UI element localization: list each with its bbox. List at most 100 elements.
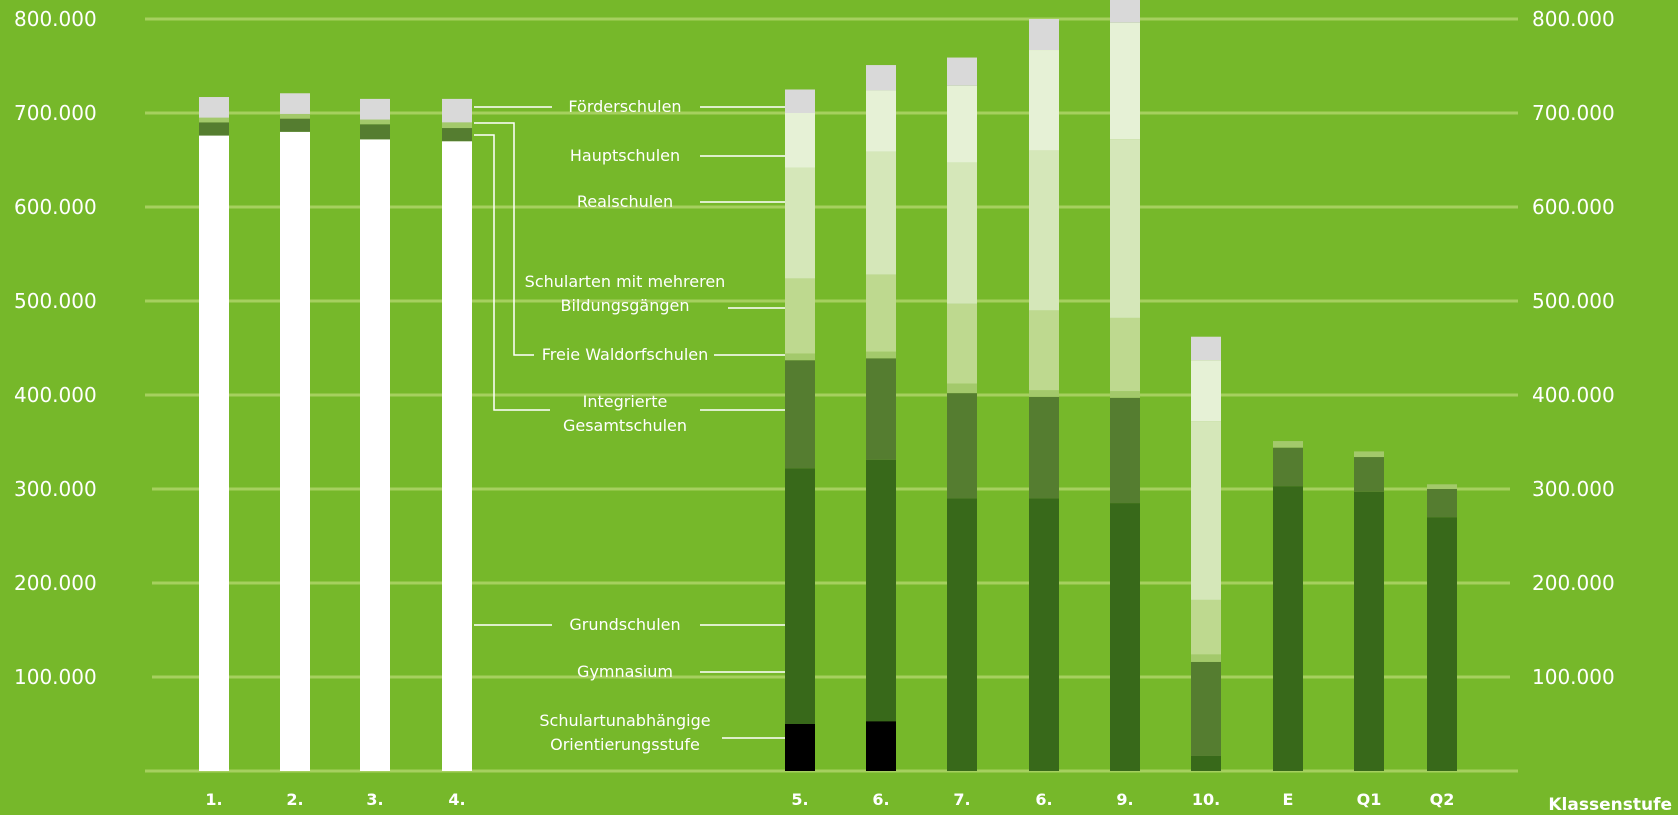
bar-segment	[442, 141, 472, 771]
x-tick-label: 2.	[286, 790, 303, 809]
bar-segment	[442, 128, 472, 142]
y-tick-label-left: 400.000	[14, 383, 97, 407]
x-tick-label: 10.	[1192, 790, 1220, 809]
bar-segment	[1191, 661, 1221, 756]
bar-segment	[785, 167, 815, 279]
y-tick-label-right: 800.000	[1532, 7, 1615, 31]
x-tick-label: 3.	[366, 790, 383, 809]
bar-segment	[1110, 397, 1140, 504]
bar-segment	[280, 93, 310, 114]
x-tick-label: 7.	[953, 790, 970, 809]
bar-segment	[1427, 517, 1457, 771]
leader-waldorf-left	[474, 122, 534, 356]
bar-stack	[360, 98, 390, 771]
bar-segment	[1273, 486, 1303, 771]
grid-lines	[145, 17, 1518, 773]
bar-segment	[442, 122, 472, 129]
bar-stack	[1029, 19, 1059, 771]
bar-segment	[1191, 421, 1221, 600]
leader-igs-left	[474, 134, 550, 411]
legend-item: Schulartunabhängige Orientierungsstufe	[539, 711, 785, 754]
bar-stack	[1110, 0, 1140, 771]
y-tick-label-right: 100.000	[1532, 665, 1615, 689]
y-tick-label-left: 700.000	[14, 101, 97, 125]
bar-segment	[360, 124, 390, 140]
legend-label: Gymnasium	[577, 662, 673, 681]
x-tick-label: 5.	[791, 790, 808, 809]
bar-segment	[360, 119, 390, 125]
bar-segment	[1427, 489, 1457, 518]
bar-stack	[199, 97, 229, 771]
bar-segment	[785, 278, 815, 354]
bar-segment	[785, 360, 815, 469]
bar-segment	[199, 97, 229, 118]
y-tick-label-right: 200.000	[1532, 571, 1615, 595]
legend-label: Orientierungsstufe	[550, 735, 700, 754]
bar-stack	[785, 89, 815, 771]
bar-stack	[1273, 441, 1303, 771]
y-axis-right: 100.000 200.000 300.000 400.000 500.000 600.0…	[1532, 7, 1615, 689]
bar-segment	[1110, 0, 1140, 23]
y-tick-label-left: 100.000	[14, 665, 97, 689]
legend-label: Grundschulen	[569, 615, 680, 634]
legend-item: Realschulen	[577, 192, 785, 211]
bar-segment	[360, 98, 390, 120]
bar-stack	[947, 57, 977, 771]
legend-label: Schularten mit mehreren	[525, 272, 726, 291]
bar-segment	[785, 353, 815, 361]
bar-segment	[1029, 19, 1059, 51]
bar-segment	[785, 113, 815, 168]
bar-segment	[1110, 317, 1140, 392]
legend-item: Schularten mit mehreren Bildungsgängen	[525, 272, 785, 315]
bar-stack	[1354, 451, 1384, 771]
bar-segment	[1029, 396, 1059, 499]
bar-segment	[866, 358, 896, 460]
bar-segment	[785, 468, 815, 724]
bar-segment	[947, 383, 977, 394]
bar-segment	[360, 139, 390, 771]
y-tick-label-right: 500.000	[1532, 289, 1615, 313]
legend-item: Förderschulen	[568, 97, 785, 116]
bar-segment	[1110, 503, 1140, 771]
bar-segment	[199, 135, 229, 771]
x-tick-label: 1.	[205, 790, 222, 809]
bar-segment	[1029, 310, 1059, 391]
bar-segment	[1110, 391, 1140, 398]
bar-segment	[947, 303, 977, 384]
x-axis-label: Klassenstufe	[1548, 795, 1672, 815]
legend-label: Integrierte	[583, 392, 668, 411]
legend-label: Realschulen	[577, 192, 673, 211]
bar-stack	[1427, 484, 1457, 771]
bar-segment	[280, 118, 310, 132]
bar-segment	[1029, 498, 1059, 771]
bar-segment	[866, 351, 896, 359]
bar-segment	[1191, 654, 1221, 662]
y-tick-label-right: 300.000	[1532, 477, 1615, 501]
legend-item: Gymnasium	[577, 662, 785, 681]
bar-segment	[785, 724, 815, 771]
bar-segment	[866, 65, 896, 91]
x-tick-label: E	[1283, 790, 1294, 809]
bar-segment	[947, 162, 977, 304]
y-tick-label-right: 600.000	[1532, 195, 1615, 219]
legend-callouts: Förderschulen Hauptschulen Realschulen Schu…	[474, 97, 785, 754]
bar-stack	[1191, 336, 1221, 771]
bar-segment	[947, 393, 977, 499]
bar-segment	[866, 90, 896, 152]
x-tick-label: 4.	[448, 790, 465, 809]
bar-segment	[280, 113, 310, 119]
x-tick-label: Q1	[1357, 790, 1382, 809]
y-axis-left: 100.000 200.000 300.000 400.000 500.000 600.0…	[14, 7, 97, 689]
bar-segment	[947, 85, 977, 163]
y-tick-label-left: 800.000	[14, 7, 97, 31]
bar-segment	[1354, 451, 1384, 458]
bar-segment	[199, 122, 229, 136]
bar-segment	[947, 57, 977, 86]
legend-item: Hauptschulen	[570, 146, 785, 165]
legend-label: Schulartunabhängige	[539, 711, 710, 730]
bar-segment	[1354, 491, 1384, 771]
y-tick-label-right: 700.000	[1532, 101, 1615, 125]
x-tick-label: 9.	[1116, 790, 1133, 809]
bar-segment	[1029, 50, 1059, 151]
